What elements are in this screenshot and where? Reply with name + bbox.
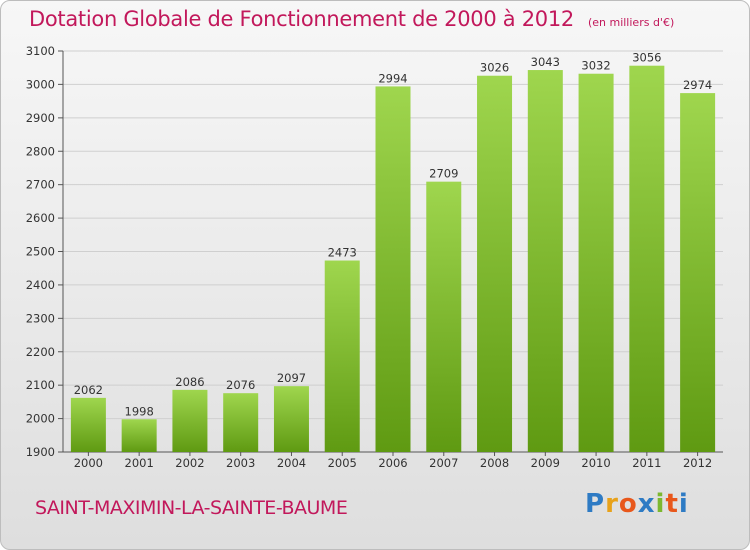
x-tick-label: 2010: [581, 456, 610, 470]
y-tick-label: 1900: [26, 445, 55, 459]
bar-value-label: 3056: [632, 51, 661, 65]
y-tick-label: 2500: [26, 245, 55, 259]
bar-value-label: 2097: [277, 371, 306, 385]
bar-value-label: 3032: [581, 59, 610, 73]
labels: 2062 1998 2086 2076 2097 2473 2994 2709 3026 3043…: [74, 51, 713, 419]
y-tick-label: 2700: [26, 178, 55, 192]
logo-letter: r: [605, 489, 619, 519]
x-tick-label: 2008: [480, 456, 509, 470]
bar-2004: [273, 386, 309, 452]
y-tick-label: 2800: [26, 144, 55, 158]
bar-value-label: 1998: [125, 404, 154, 418]
x-tick-label: 2006: [378, 456, 407, 470]
x-tick-label: 2004: [277, 456, 306, 470]
bar-2001: [121, 419, 157, 452]
bar-value-label: 2062: [74, 383, 103, 397]
x-tick-label: 2000: [74, 456, 103, 470]
logo-letter: P: [585, 489, 606, 519]
logo-letter: x: [637, 489, 656, 519]
logo-letter: t: [665, 489, 679, 519]
bar-value-label: 2473: [328, 246, 357, 260]
bar-value-label: 2086: [175, 375, 204, 389]
y-tick-label: 3000: [26, 77, 55, 91]
y-tick-label: 3100: [26, 44, 55, 58]
x-tick-label: 2012: [683, 456, 712, 470]
bar-2008: [477, 75, 513, 452]
bar-value-label: 2076: [226, 378, 255, 392]
bar-2011: [629, 65, 665, 452]
bar-2000: [70, 397, 106, 452]
x-tick-label: 2002: [175, 456, 204, 470]
bar-2007: [426, 181, 462, 452]
logo-letter: i: [655, 489, 666, 519]
y-tick-label: 2200: [26, 345, 55, 359]
commune-name: SAINT-MAXIMIN-LA-SAINTE-BAUME: [35, 497, 348, 519]
bar-value-label: 3026: [480, 61, 509, 75]
chart-title: Dotation Globale de Fonctionnement de 20…: [29, 7, 674, 31]
bar-value-label: 2994: [378, 71, 407, 85]
bar-2006: [375, 86, 411, 453]
y-tick-label: 2900: [26, 111, 55, 125]
bar-2003: [223, 393, 259, 452]
y-tick-label: 2400: [26, 278, 55, 292]
bar-value-label: 2709: [429, 167, 458, 181]
y-tick-label: 2100: [26, 378, 55, 392]
unit-label: (en milliers d'€): [587, 16, 675, 29]
bar-2012: [680, 93, 716, 452]
x-tick-label: 2011: [632, 456, 661, 470]
x-tick-label: 2003: [226, 456, 255, 470]
y-tick-label: 2600: [26, 211, 55, 225]
x-tick-label: 2001: [125, 456, 154, 470]
logo-letter: i: [678, 489, 689, 519]
y-tick-label: 2000: [26, 412, 55, 426]
bar-2010: [578, 73, 614, 453]
x-tick-label: 2007: [429, 456, 458, 470]
y-tick-label: 2300: [26, 311, 55, 325]
x-tick-label: 2005: [328, 456, 357, 470]
bar-2009: [527, 70, 563, 453]
x-tick-label: 2009: [531, 456, 560, 470]
bar-2005: [324, 260, 360, 452]
bar-2002: [172, 389, 208, 452]
bar-value-label: 3043: [531, 55, 560, 69]
bars: [70, 65, 716, 453]
logo-letter: o: [618, 489, 638, 519]
bar-value-label: 2974: [683, 78, 712, 92]
proxiti-logo: Proxiti: [585, 489, 689, 519]
chart-title-text: Dotation Globale de Fonctionnement de 20…: [29, 7, 574, 31]
axes: 1900 2000 2100 2200 2300 2400 2500 2600 2700 2800…: [26, 44, 723, 470]
